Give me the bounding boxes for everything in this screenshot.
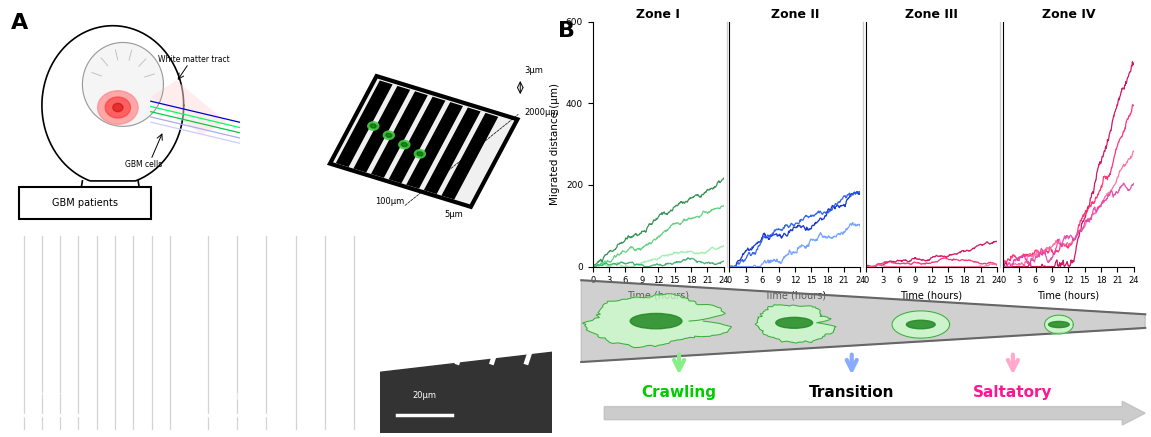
Bar — [424, 108, 481, 194]
Circle shape — [105, 97, 130, 118]
Polygon shape — [755, 305, 836, 343]
Text: 5μm: 5μm — [444, 210, 463, 219]
Text: Crawling: Crawling — [641, 385, 717, 400]
Title: Zone III: Zone III — [905, 8, 958, 21]
Text: 200μm: 200μm — [222, 392, 251, 400]
Bar — [406, 102, 463, 189]
Text: White matter tract: White matter tract — [158, 55, 230, 64]
Polygon shape — [380, 352, 552, 433]
Title: Zone I: Zone I — [637, 8, 680, 21]
Title: Zone IV: Zone IV — [1042, 8, 1095, 21]
Circle shape — [98, 91, 138, 124]
Circle shape — [386, 133, 391, 137]
Text: GBM patients: GBM patients — [52, 198, 117, 208]
Circle shape — [371, 124, 376, 128]
Bar — [336, 80, 392, 167]
Circle shape — [1049, 322, 1069, 328]
Circle shape — [417, 152, 422, 156]
Circle shape — [367, 122, 379, 130]
Polygon shape — [41, 26, 184, 181]
Text: Transition: Transition — [809, 385, 894, 400]
Polygon shape — [151, 80, 227, 135]
X-axis label: Time (hours): Time (hours) — [1037, 291, 1099, 301]
Text: 100μm: 100μm — [375, 198, 404, 206]
Polygon shape — [892, 311, 950, 338]
Y-axis label: Migrated distance (μm): Migrated distance (μm) — [550, 83, 561, 205]
Bar — [442, 113, 498, 199]
Text: A: A — [12, 13, 29, 33]
Bar — [330, 76, 518, 207]
Text: 3μm: 3μm — [525, 66, 543, 75]
Bar — [371, 91, 428, 178]
Title: Zone II: Zone II — [771, 8, 820, 21]
X-axis label: Time (hours): Time (hours) — [627, 291, 689, 301]
Text: GBM cells: GBM cells — [124, 160, 162, 169]
Polygon shape — [83, 42, 163, 126]
Polygon shape — [581, 280, 1145, 362]
Text: 200μm: 200μm — [38, 392, 67, 400]
Text: B: B — [558, 21, 576, 41]
Polygon shape — [604, 401, 1145, 425]
FancyBboxPatch shape — [20, 187, 151, 218]
Text: Saltatory: Saltatory — [973, 385, 1053, 400]
Bar — [353, 86, 410, 173]
Text: 2000μm: 2000μm — [525, 108, 559, 117]
Circle shape — [631, 313, 681, 329]
Circle shape — [414, 149, 426, 158]
Circle shape — [398, 140, 410, 149]
Circle shape — [113, 103, 123, 112]
Bar — [389, 97, 445, 183]
X-axis label: Time (hours): Time (hours) — [764, 291, 826, 301]
Polygon shape — [1045, 315, 1073, 334]
Text: 20μm: 20μm — [413, 392, 436, 400]
Polygon shape — [582, 294, 732, 347]
Circle shape — [906, 320, 935, 329]
Circle shape — [383, 131, 395, 139]
Circle shape — [776, 317, 813, 328]
X-axis label: Time (hours): Time (hours) — [900, 291, 962, 301]
Circle shape — [402, 142, 407, 147]
